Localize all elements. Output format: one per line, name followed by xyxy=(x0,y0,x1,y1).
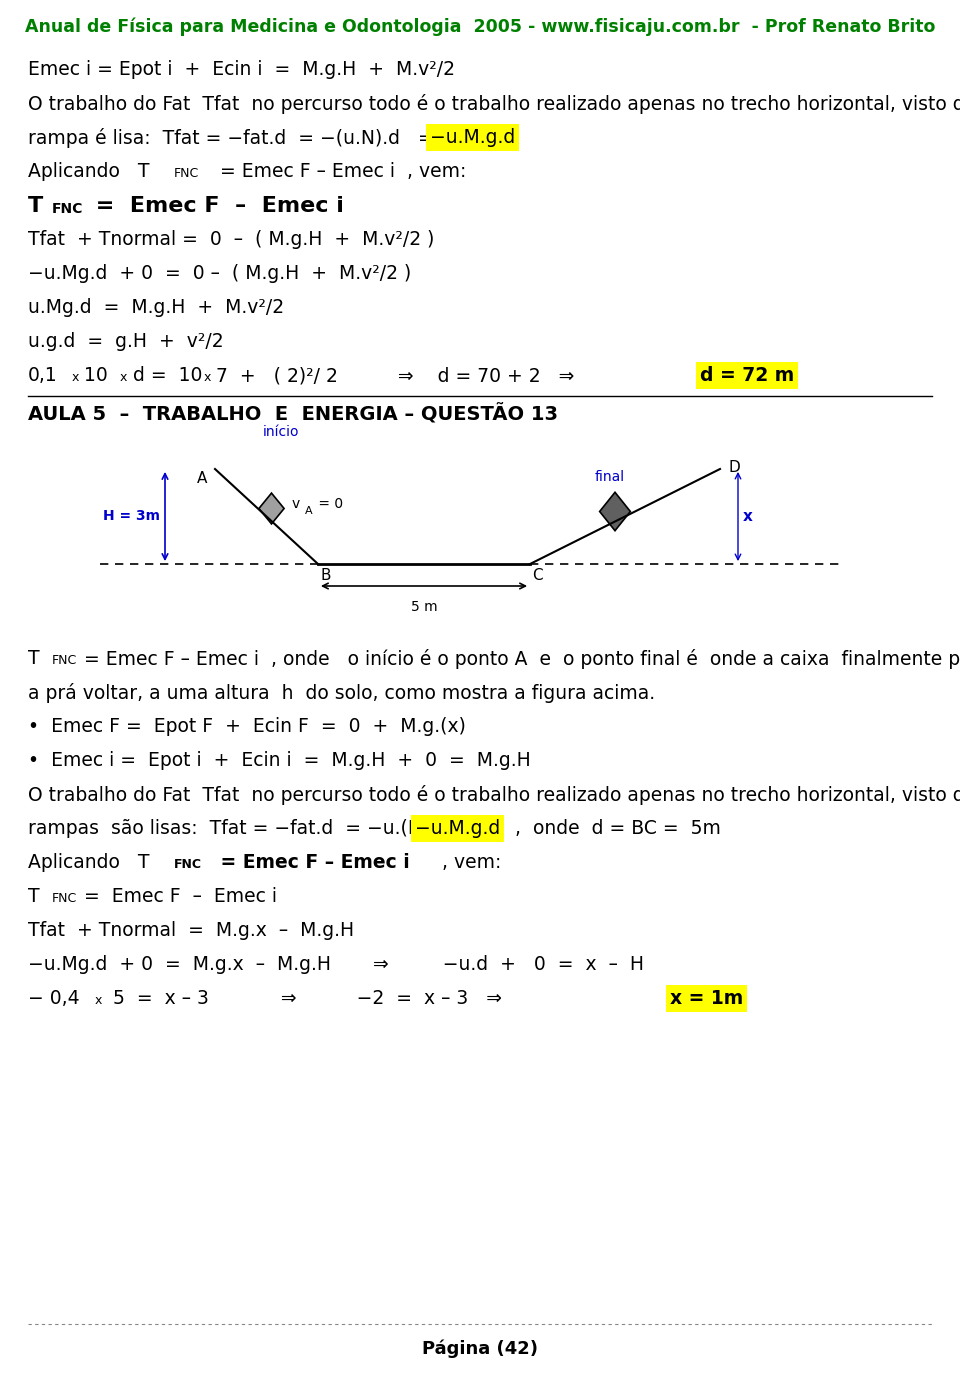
Text: final: final xyxy=(595,470,625,484)
Text: d =  10: d = 10 xyxy=(133,365,203,385)
Text: A: A xyxy=(197,472,207,485)
Text: Emec i = Epot i  +  Ecin i  =  M.g.H  +  M.v²/2: Emec i = Epot i + Ecin i = M.g.H + M.v²/… xyxy=(28,61,455,79)
Text: T: T xyxy=(28,196,43,217)
Text: A: A xyxy=(304,506,312,516)
Text: D: D xyxy=(728,459,740,474)
Text: −u.Mg.d  + 0  =  M.g.x  –  M.g.H       ⇒         −u.d  +   0  =  x  –  H: −u.Mg.d + 0 = M.g.x – M.g.H ⇒ −u.d + 0 =… xyxy=(28,956,644,974)
Text: FNC: FNC xyxy=(174,858,202,872)
Text: u.g.d  =  g.H  +  v²/2: u.g.d = g.H + v²/2 xyxy=(28,332,224,352)
Text: −u.Mg.d  + 0  =  0 –  ( M.g.H  +  M.v²/2 ): −u.Mg.d + 0 = 0 – ( M.g.H + M.v²/2 ) xyxy=(28,263,411,283)
Text: C: C xyxy=(532,568,542,583)
Text: O trabalho do Fat  Tfat  no percurso todo é o trabalho realizado apenas no trech: O trabalho do Fat Tfat no percurso todo … xyxy=(28,94,960,114)
Text: rampa é lisa:  Tfat = −fat.d  = −(u.N).d   =: rampa é lisa: Tfat = −fat.d = −(u.N).d = xyxy=(28,128,434,148)
Text: −u.M.g.d: −u.M.g.d xyxy=(415,819,500,838)
Text: 0,1: 0,1 xyxy=(28,365,58,385)
Text: −u.M.g.d: −u.M.g.d xyxy=(430,128,516,148)
Text: x: x xyxy=(743,509,753,524)
Text: •  Emec i =  Epot i  +  Ecin i  =  M.g.H  +  0  =  M.g.H: • Emec i = Epot i + Ecin i = M.g.H + 0 =… xyxy=(28,752,531,769)
Polygon shape xyxy=(600,492,631,531)
Text: Aplicando   T: Aplicando T xyxy=(28,854,150,872)
Text: = Emec F – Emec i  , vem:: = Emec F – Emec i , vem: xyxy=(214,161,467,181)
Text: = Emec F – Emec i: = Emec F – Emec i xyxy=(214,854,410,872)
Text: O trabalho do Fat  Tfat  no percurso todo é o trabalho realizado apenas no trech: O trabalho do Fat Tfat no percurso todo … xyxy=(28,785,960,805)
Text: ,  onde  d = BC =  5m: , onde d = BC = 5m xyxy=(515,819,721,838)
Text: 10: 10 xyxy=(84,365,108,385)
Text: 7  +   ( 2)²/ 2          ⇒    d = 70 + 2   ⇒: 7 + ( 2)²/ 2 ⇒ d = 70 + 2 ⇒ xyxy=(216,365,574,385)
Text: FNC: FNC xyxy=(52,892,77,905)
Text: =  Emec F  –  Emec i: = Emec F – Emec i xyxy=(78,887,277,906)
Text: , vem:: , vem: xyxy=(430,854,501,872)
Text: rampas  são lisas:  Tfat = −fat.d  = −u.(N).d   =: rampas são lisas: Tfat = −fat.d = −u.(N)… xyxy=(28,819,481,838)
Text: x: x xyxy=(204,371,211,383)
Text: FNC: FNC xyxy=(52,201,84,217)
Text: = Emec F – Emec i  , onde   o início é o ponto A  e  o ponto final é  onde a cai: = Emec F – Emec i , onde o início é o po… xyxy=(78,650,960,669)
Text: T: T xyxy=(28,650,39,667)
Text: Anual de Física para Medicina e Odontologia  2005 - www.fisicaju.com.br  - Prof : Anual de Física para Medicina e Odontolo… xyxy=(25,17,935,36)
Text: − 0,4: − 0,4 xyxy=(28,989,80,1008)
Text: 5  =  x – 3            ⇒          −2  =  x – 3   ⇒: 5 = x – 3 ⇒ −2 = x – 3 ⇒ xyxy=(107,989,502,1008)
Text: x: x xyxy=(72,371,80,383)
Text: Tfat  + Tnormal  =  M.g.x  –  M.g.H: Tfat + Tnormal = M.g.x – M.g.H xyxy=(28,921,354,940)
Text: •  Emec F =  Epot F  +  Ecin F  =  0  +  M.g.(x): • Emec F = Epot F + Ecin F = 0 + M.g.(x) xyxy=(28,717,466,736)
Text: x: x xyxy=(95,994,103,1007)
Text: x: x xyxy=(120,371,128,383)
Text: Aplicando   T: Aplicando T xyxy=(28,161,150,181)
Text: FNC: FNC xyxy=(52,654,77,667)
Text: B: B xyxy=(320,568,330,583)
Text: T: T xyxy=(28,887,39,906)
Text: início: início xyxy=(263,425,300,439)
Text: a prá voltar, a uma altura  h  do solo, como mostra a figura acima.: a prá voltar, a uma altura h do solo, co… xyxy=(28,683,655,703)
Text: Tfat  + Tnormal =  0  –  ( M.g.H  +  M.v²/2 ): Tfat + Tnormal = 0 – ( M.g.H + M.v²/2 ) xyxy=(28,230,434,250)
Text: =  Emec F  –  Emec i: = Emec F – Emec i xyxy=(88,196,344,217)
Text: 5 m: 5 m xyxy=(411,600,438,614)
Polygon shape xyxy=(259,494,284,524)
Text: u.Mg.d  =  M.g.H  +  M.v²/2: u.Mg.d = M.g.H + M.v²/2 xyxy=(28,298,284,317)
Text: AULA 5  –  TRABALHO  E  ENERGIA – QUESTÃO 13: AULA 5 – TRABALHO E ENERGIA – QUESTÃO 13 xyxy=(28,404,558,425)
Text: x = 1m: x = 1m xyxy=(670,989,743,1008)
Text: Página (42): Página (42) xyxy=(422,1340,538,1358)
Text: FNC: FNC xyxy=(174,167,200,181)
Text: = 0: = 0 xyxy=(314,498,343,512)
Text: d = 72 m: d = 72 m xyxy=(700,365,794,385)
Text: H = 3m: H = 3m xyxy=(103,509,160,524)
Text: v: v xyxy=(292,498,300,512)
